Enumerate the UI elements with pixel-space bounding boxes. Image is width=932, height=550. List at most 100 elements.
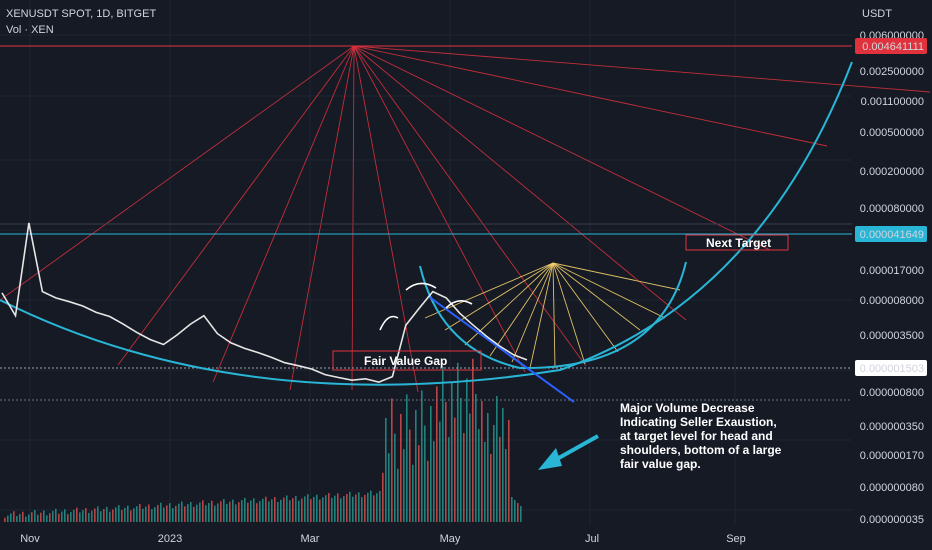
yellow-fan-line-4 — [511, 262, 554, 363]
volume-bar — [508, 420, 510, 522]
volume-bar — [298, 500, 300, 522]
volume-bar — [343, 496, 345, 522]
red-fan-line-5 — [353, 45, 419, 393]
volume-bar — [112, 509, 114, 522]
volume-bar — [361, 497, 363, 522]
fair-value-gap-label: Fair Value Gap — [364, 354, 447, 368]
volume-bars — [4, 358, 522, 522]
volume-bar — [517, 503, 519, 522]
volume-bar — [58, 513, 60, 522]
volume-bar — [196, 504, 198, 522]
volume-bar — [7, 515, 9, 522]
volume-bar — [181, 501, 183, 522]
cup-curve-large — [0, 61, 853, 386]
volume-bar — [466, 378, 468, 522]
y-tick-label: 0.000000170 — [860, 450, 924, 462]
yellow-fan-line-7 — [552, 262, 586, 365]
volume-bar — [193, 506, 195, 522]
volume-bar — [499, 437, 501, 522]
volume-bar — [307, 494, 309, 522]
volume-bar — [133, 508, 135, 522]
volume-bar — [304, 496, 306, 522]
volume-title: Vol · XEN — [6, 24, 54, 36]
volume-bar — [463, 433, 465, 522]
y-tick-label: 0.000017000 — [860, 265, 924, 277]
volume-bar — [205, 505, 207, 522]
time-axis[interactable]: Nov 2023 Mar May Jul Sep — [20, 533, 746, 545]
currency-label: USDT — [862, 8, 892, 20]
yellow-fan-line-1 — [444, 262, 554, 331]
annotation-shapes — [379, 282, 473, 331]
volume-bar — [280, 499, 282, 522]
y-tick-label: 0.000000035 — [860, 514, 924, 526]
y-tick-label: 0.000000800 — [860, 387, 924, 399]
volume-bar — [109, 511, 111, 522]
x-tick-label: Sep — [726, 533, 746, 545]
volume-bar — [16, 516, 18, 522]
volume-bar — [31, 512, 33, 522]
volume-bar — [166, 505, 168, 522]
volume-bar — [118, 505, 120, 522]
volume-bar — [208, 502, 210, 522]
volume-bar — [214, 505, 216, 522]
x-tick-label: Mar — [301, 533, 320, 545]
volume-bar — [322, 497, 324, 522]
volume-note-line-2: Indicating Seller Exaustion, — [620, 415, 777, 429]
volume-bar — [394, 433, 396, 522]
symbol-title: XENUSDT SPOT, 1D, BITGET — [6, 8, 157, 20]
red-fan-line-9 — [353, 45, 771, 251]
fair-value-gap-box — [332, 350, 482, 371]
volume-bar — [73, 509, 75, 522]
next-target-label: Next Target — [706, 236, 771, 250]
red-fan-line-7 — [353, 45, 587, 367]
red-fan-line-8 — [353, 45, 687, 321]
price-tag-bg — [855, 226, 927, 242]
volume-bar — [79, 512, 81, 522]
volume-note-line-5: fair value gap. — [620, 457, 701, 471]
volume-bar — [223, 499, 225, 522]
volume-bar — [184, 506, 186, 522]
volume-bar — [340, 498, 342, 522]
y-tick-label: 0.000000080 — [860, 482, 924, 494]
cup-curves — [0, 61, 853, 403]
y-tick-label: 0.000500000 — [860, 127, 924, 139]
volume-bar — [355, 494, 357, 522]
volume-bar — [442, 366, 444, 522]
volume-bar — [490, 454, 492, 522]
volume-bar — [127, 505, 129, 522]
volume-bar — [91, 510, 93, 522]
horizontal-levels — [0, 45, 852, 401]
volume-bar — [25, 516, 27, 522]
volume-bar — [154, 507, 156, 522]
volume-bar — [172, 508, 174, 522]
volume-bar — [190, 502, 192, 522]
volume-bar — [88, 512, 90, 522]
volume-bar — [379, 491, 381, 522]
volume-bar — [358, 492, 360, 522]
volume-bar — [19, 513, 21, 522]
price-axis[interactable]: 0.0060000000.0025000000.0011000000.00050… — [860, 30, 924, 526]
volume-bar — [418, 445, 420, 522]
trend-line — [427, 295, 575, 403]
volume-bar — [70, 511, 72, 522]
volume-bar — [202, 500, 204, 522]
volume-bar — [148, 504, 150, 522]
volume-bar — [271, 499, 273, 522]
price-tag-label: 0.000001503 — [860, 363, 924, 375]
volume-bar — [370, 490, 372, 522]
volume-bar — [301, 498, 303, 522]
price-tag-label: 0.000041649 — [860, 229, 924, 241]
red-fan-line-6 — [353, 45, 526, 373]
x-tick-label: Jul — [585, 533, 599, 545]
price-tags: 0.004641111 0.000041649 0.000001503 — [855, 38, 927, 376]
volume-bar — [376, 493, 378, 522]
yellow-fan-line-10 — [552, 262, 666, 319]
yellow-fan-line-11 — [552, 262, 681, 291]
red-fan-lines — [0, 45, 931, 393]
volume-bar — [289, 500, 291, 522]
volume-bar — [10, 513, 12, 522]
volume-bar — [388, 453, 390, 522]
volume-bar — [55, 508, 57, 522]
y-tick-label: 0.002500000 — [860, 66, 924, 78]
